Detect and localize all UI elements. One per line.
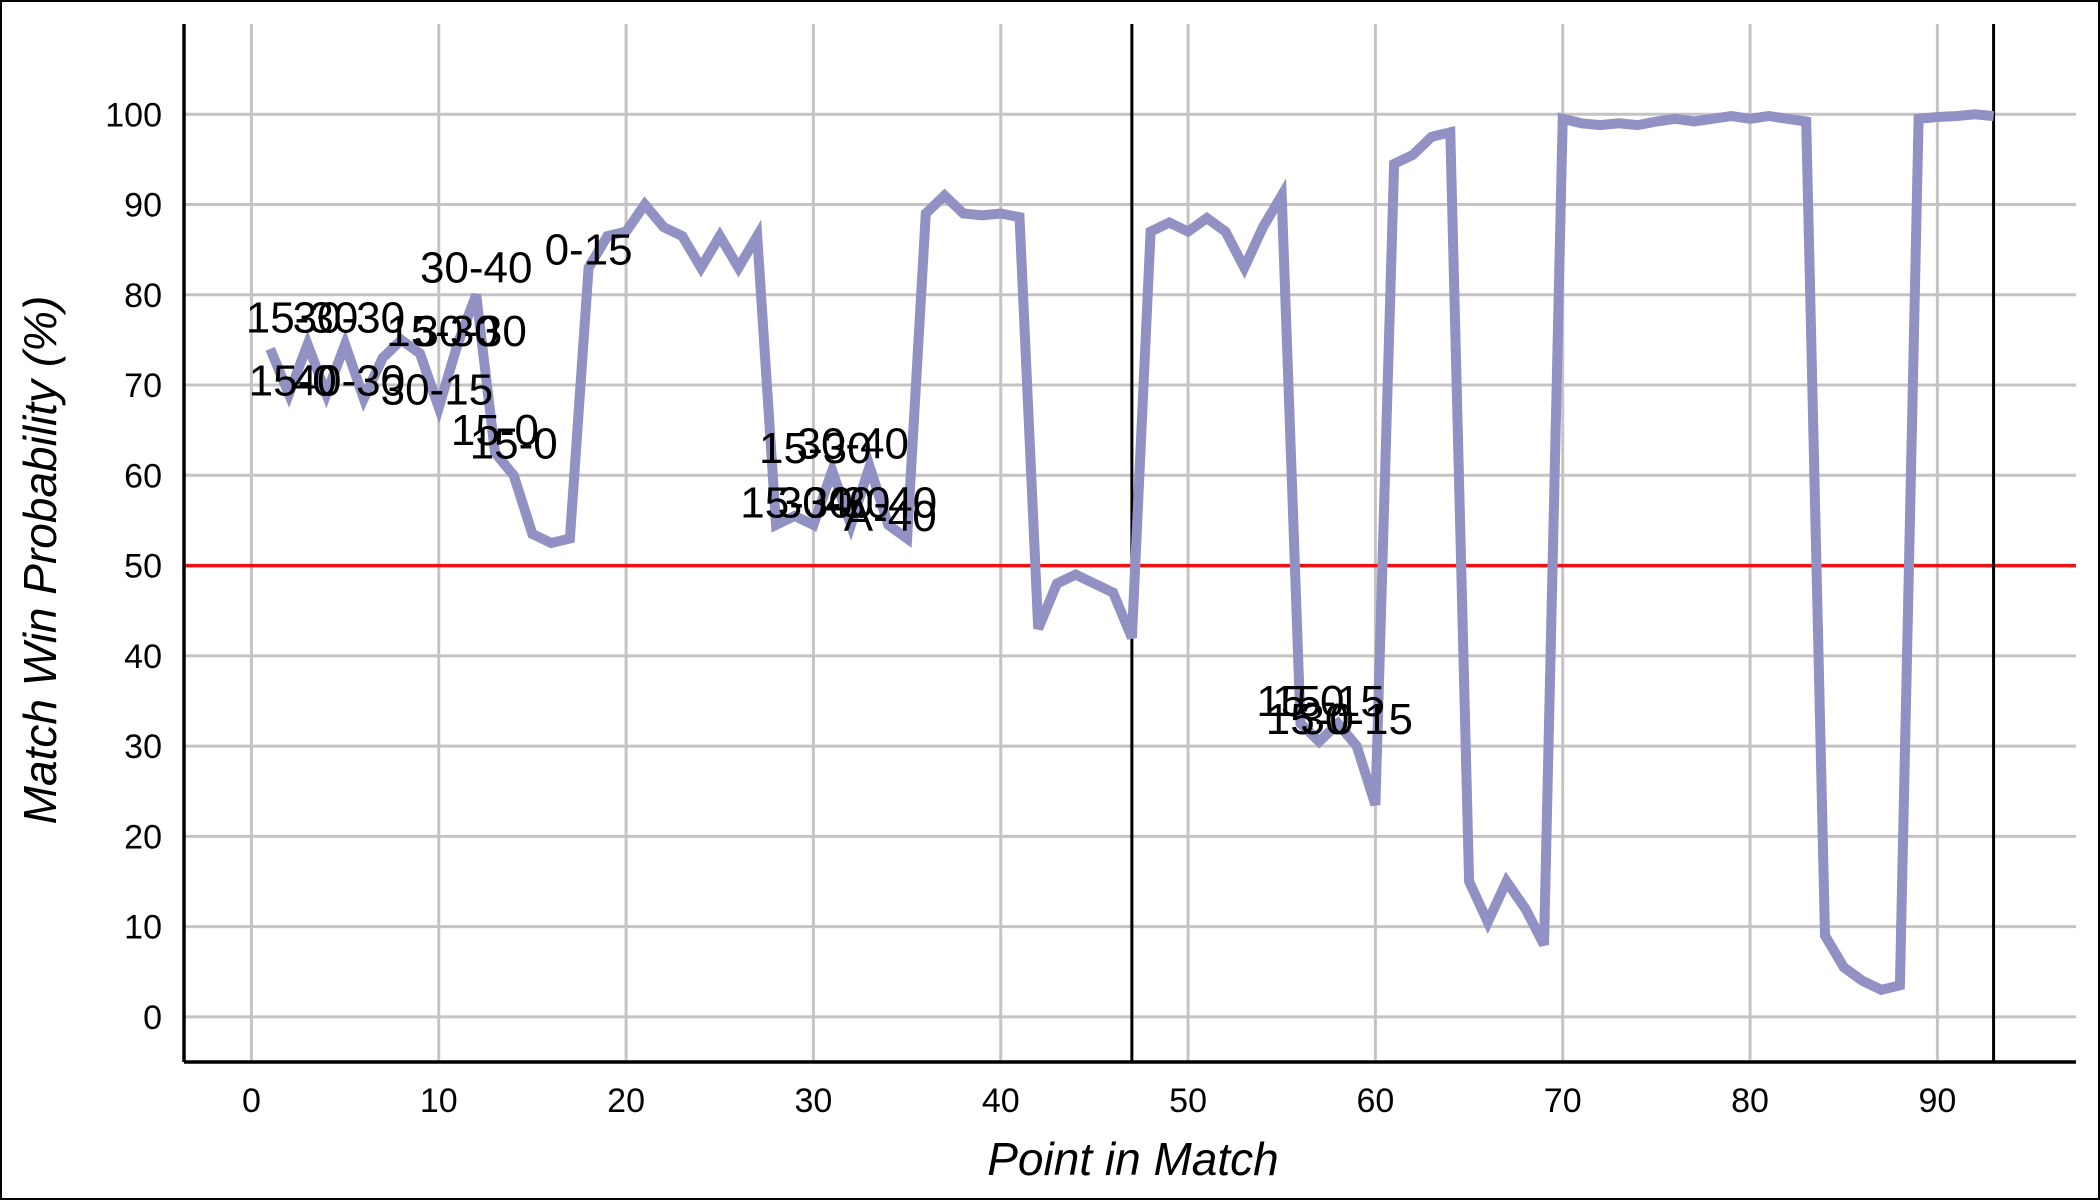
x-tick-label: 50 [1169,1082,1207,1120]
score-annotation: 30-15 [381,366,494,415]
axes [182,24,2076,1064]
y-tick-label: 100 [105,96,162,134]
score-annotation: 40-40 [825,478,938,527]
y-tick-label: 80 [124,277,162,315]
score-annotation: 0-15 [545,226,633,275]
score-annotation: 30-40 [420,244,533,293]
tick-labels: 0 10 20 30 40 50 60 70 80 90 0 10 20 30 40 50 60 70 80 90 10… [105,96,1956,1120]
score-annotation: 30-30 [414,307,527,356]
score-annotation: 30-40 [796,420,909,469]
y-tick-label: 70 [124,367,162,405]
x-tick-label: 20 [607,1082,645,1120]
score-annotation: 15-0 [249,357,337,406]
score-annotation: 15-0 [451,406,539,455]
score-annotation: 40-30 [293,357,406,406]
score-annotation: 15-0 [1266,695,1354,744]
y-tick-label: 30 [124,728,162,766]
score-annotation: A-40 [844,492,937,541]
y-tick-label: 50 [124,548,162,586]
score-annotation: 15-30 [386,307,499,356]
x-tick-label: 90 [1918,1082,1956,1120]
score-annotation: 15-30 [759,424,872,473]
y-tick-label: 60 [124,457,162,495]
x-tick-label: 80 [1731,1082,1769,1120]
x-tick-label: 70 [1544,1082,1582,1120]
y-axis-title: Match Win Probability (%) [14,296,66,825]
y-tick-label: 40 [124,638,162,676]
x-axis-title: Point in Match [987,1133,1278,1185]
score-annotation: 15-0 [1256,677,1344,726]
score-annotation: 15-30 [246,293,359,342]
y-tick-label: 20 [124,818,162,856]
x-tick-label: 60 [1356,1082,1394,1120]
win-probability-line [265,109,1995,996]
score-annotation: 30-30 [293,293,406,342]
grid-lines [184,24,2076,1062]
x-tick-label: 10 [420,1082,458,1120]
score-annotation: 15-0 [470,420,558,469]
y-tick-label: 90 [124,187,162,225]
score-annotation: 30-30 [778,478,891,527]
score-annotation: 15-30 [740,478,853,527]
y-tick-label: 0 [143,999,162,1037]
score-annotation: 15-15 [1272,677,1385,726]
y-tick-label: 10 [124,909,162,947]
x-tick-label: 40 [982,1082,1020,1120]
score-annotation: 30-15 [1300,695,1413,744]
x-tick-label: 0 [242,1082,261,1120]
series-layer [265,109,1995,996]
x-tick-label: 30 [795,1082,833,1120]
